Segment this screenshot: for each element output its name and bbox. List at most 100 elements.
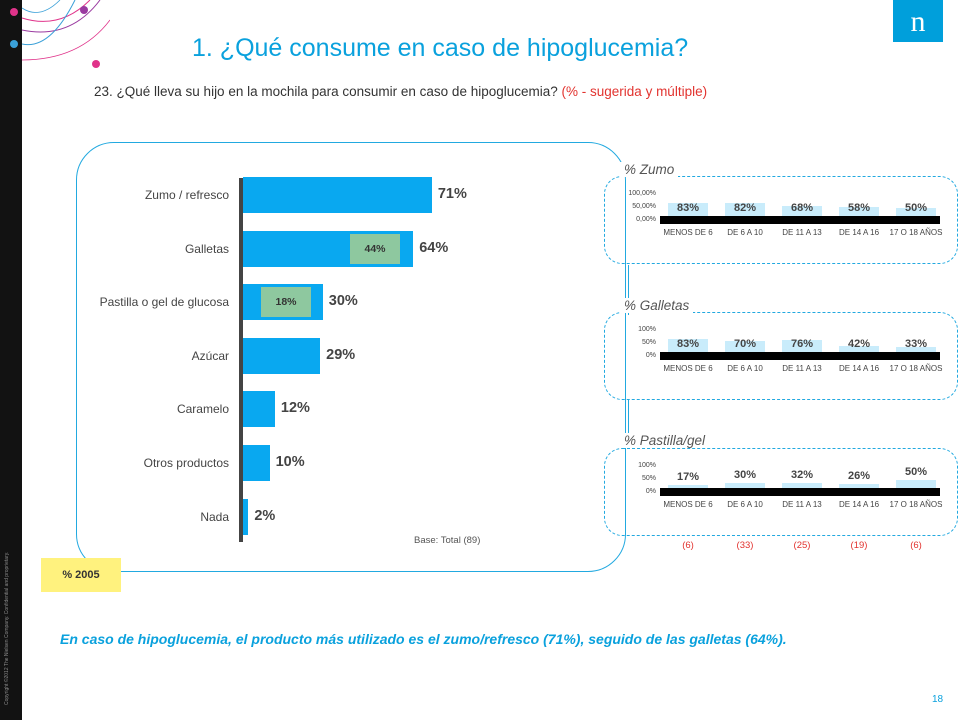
panel-title-galletas: % Galletas <box>620 298 694 313</box>
decorative-arcs <box>10 0 110 68</box>
mini-baseline <box>660 352 940 360</box>
mini-value-label: 68% <box>790 202 814 214</box>
mini-category-label: DE 6 A 10 <box>727 500 763 509</box>
left-band <box>0 0 22 720</box>
category-label: Zumo / refresco <box>144 188 229 202</box>
connector-line <box>628 400 629 436</box>
mini-value-label: 30% <box>733 469 757 482</box>
question-main: 23. ¿Qué lleva su hijo en la mochila par… <box>94 84 558 99</box>
mini-category-label: 17 O 18 AÑOS <box>889 500 943 509</box>
panel-zumo <box>604 176 958 264</box>
mini-bar <box>782 205 822 216</box>
category-label: Otros productos <box>143 456 229 470</box>
copyright-text: Copyright ©2012 The Nielsen Company. Con… <box>4 551 10 705</box>
mini-bar <box>725 483 765 488</box>
bar <box>243 498 249 535</box>
mini-bar <box>839 483 879 488</box>
panel-pastilla <box>604 448 958 536</box>
bar-value-label: 30% <box>328 293 358 310</box>
main-chart-frame <box>76 142 626 572</box>
mini-bar <box>896 346 936 352</box>
mini-y-tick: 50% <box>641 339 656 346</box>
mini-category-label: DE 11 A 13 <box>782 364 822 373</box>
mini-y-tick: 0% <box>645 488 656 495</box>
mini-bar <box>668 203 708 216</box>
mini-bar <box>896 208 936 216</box>
mini-value-label: 33% <box>904 338 928 350</box>
mini-bar <box>668 339 708 352</box>
mini-category-label: DE 14 A 16 <box>838 500 880 509</box>
sample-size: (6) <box>910 540 922 551</box>
mini-value-label: 82% <box>733 202 757 214</box>
mini-bar <box>839 345 879 352</box>
bar <box>243 177 432 213</box>
mini-category-label: MENOS DE 6 <box>663 500 713 509</box>
mini-value-label: 26% <box>847 469 871 482</box>
page-number: 18 <box>932 694 944 705</box>
sample-size: (19) <box>850 540 868 551</box>
sample-size: (25) <box>793 540 811 551</box>
mini-value-label: 32% <box>790 469 814 482</box>
sample-size: (6) <box>682 540 694 551</box>
panel-title-zumo: % Zumo <box>620 162 679 177</box>
bar-2005: 44% <box>350 233 400 264</box>
mini-y-tick: 0% <box>645 352 656 359</box>
bar <box>243 337 321 374</box>
base-note: Base: Total (89) <box>414 535 481 546</box>
bar-value-label: 2% <box>254 507 276 524</box>
mini-value-label: 50% <box>904 202 928 214</box>
question-text: 23. ¿Qué lleva su hijo en la mochila par… <box>94 84 707 99</box>
mini-category-label: DE 11 A 13 <box>782 500 822 509</box>
mini-value-label: 76% <box>790 338 814 350</box>
bar <box>243 445 270 481</box>
connector-line <box>628 265 629 315</box>
mini-bar <box>725 341 765 352</box>
mini-y-tick: 100,00% <box>628 190 656 197</box>
bar-2005: 18% <box>261 287 311 318</box>
mini-baseline <box>660 216 940 224</box>
category-label: Caramelo <box>176 402 229 417</box>
category-label: Azúcar <box>191 348 229 363</box>
bar <box>243 391 275 428</box>
sample-size: (33) <box>736 540 754 551</box>
mini-category-label: DE 6 A 10 <box>727 364 763 373</box>
panel-title-pastilla: % Pastilla/gel <box>620 433 710 448</box>
mini-y-tick: 0,00% <box>636 216 656 223</box>
question-note: (% - sugerida y múltiple) <box>561 84 708 99</box>
panel-galletas <box>604 312 958 400</box>
mini-bar <box>839 207 879 216</box>
mini-value-label: 42% <box>847 338 871 350</box>
nielsen-logo: n <box>893 0 943 42</box>
mini-category-label: 17 O 18 AÑOS <box>889 228 943 237</box>
mini-y-tick: 50,00% <box>632 203 656 210</box>
bar-value-label: 10% <box>275 454 305 470</box>
legend-2005: % 2005 <box>41 558 121 592</box>
bar-value-label: 29% <box>326 346 356 363</box>
category-label: Pastilla o gel de glucosa <box>99 295 229 310</box>
mini-bar <box>782 340 822 352</box>
mini-value-label: 70% <box>733 338 757 350</box>
mini-category-label: DE 14 A 16 <box>838 364 880 373</box>
mini-y-tick: 50% <box>641 475 656 482</box>
mini-bar <box>725 203 765 216</box>
bar-value-label: 71% <box>437 186 467 202</box>
page-title: 1. ¿Qué consume en caso de hipoglucemia? <box>192 34 689 62</box>
mini-category-label: MENOS DE 6 <box>663 364 713 373</box>
mini-category-label: DE 14 A 16 <box>838 228 880 237</box>
mini-category-label: MENOS DE 6 <box>663 228 713 237</box>
mini-category-label: DE 11 A 13 <box>782 228 822 237</box>
mini-bar <box>782 483 822 488</box>
mini-value-label: 83% <box>676 202 700 214</box>
main-chart-axis <box>239 178 243 542</box>
mini-category-label: DE 6 A 10 <box>727 228 763 237</box>
category-label: Nada <box>200 509 229 524</box>
mini-bar <box>896 480 936 488</box>
mini-bar <box>668 485 708 488</box>
mini-value-label: 17% <box>676 471 700 484</box>
mini-value-label: 83% <box>676 338 700 350</box>
bar-value-label: 12% <box>280 400 310 417</box>
mini-category-label: 17 O 18 AÑOS <box>889 364 943 373</box>
category-label: Galletas <box>184 241 229 256</box>
mini-y-tick: 100% <box>638 326 656 333</box>
mini-value-label: 50% <box>904 466 928 479</box>
